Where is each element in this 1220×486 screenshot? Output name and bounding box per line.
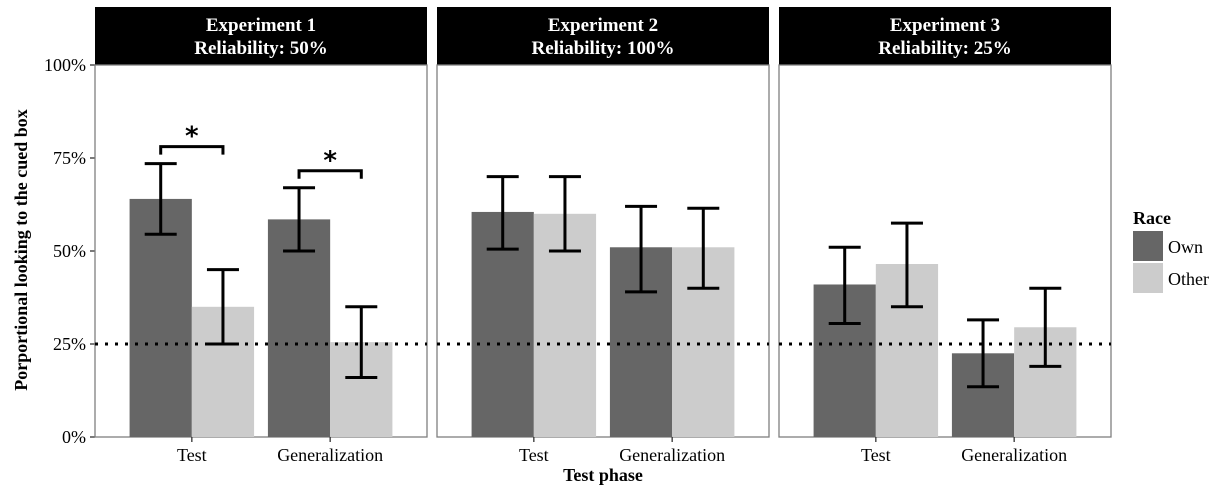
error-bar-own	[486, 175, 519, 251]
error-bar-other	[345, 305, 378, 379]
x-tick-label: Generalization	[619, 445, 725, 465]
panel-strip	[95, 7, 427, 65]
bar-own	[267, 219, 331, 437]
x-tick-label: Generalization	[961, 445, 1067, 465]
legend-swatch-own	[1133, 231, 1163, 261]
legend: Race Own Other	[1133, 208, 1209, 293]
panel-strip	[779, 7, 1111, 65]
panel-title: Experiment 1	[206, 15, 316, 36]
error-bar-own	[144, 162, 177, 236]
bar-own	[129, 198, 192, 437]
x-tick-label: Test	[177, 445, 207, 465]
significance-bracket	[297, 169, 363, 179]
legend-title: Race	[1133, 208, 1171, 228]
y-axis-title: Porportional looking to the cued box	[11, 109, 31, 391]
x-tick-label: Generalization	[277, 445, 383, 465]
significance-star: *	[323, 146, 337, 176]
legend-swatch-other	[1133, 263, 1163, 293]
panel-subtitle: Reliability: 50%	[194, 38, 328, 59]
x-axis-title: Test phase	[563, 465, 643, 485]
error-bar-own	[828, 245, 861, 326]
panel-subtitle: Reliability: 25%	[878, 38, 1012, 59]
y-tick-label: 0%	[62, 427, 86, 447]
panel-subtitle: Reliability: 100%	[531, 38, 674, 59]
x-tick-label: Test	[861, 445, 891, 465]
legend-label-own: Own	[1168, 237, 1203, 257]
y-tick-label: 50%	[53, 241, 86, 261]
error-bar-own	[625, 204, 658, 294]
significance-star: *	[185, 122, 199, 152]
panel-title: Experiment 3	[890, 15, 1000, 36]
panel-strip	[437, 7, 769, 65]
x-tick-label: Test	[519, 445, 549, 465]
legend-label-other: Other	[1168, 269, 1209, 289]
y-tick-label: 100%	[44, 55, 86, 75]
error-bar-own	[283, 186, 316, 253]
error-bar-other	[1029, 286, 1062, 368]
y-axis: 0% 25% 50% 75% 100%	[44, 55, 95, 447]
error-bar-own	[967, 318, 1000, 389]
panel-title: Experiment 2	[548, 15, 658, 36]
significance-bracket	[159, 145, 225, 155]
y-tick-label: 75%	[53, 148, 86, 168]
y-tick-label: 25%	[53, 334, 86, 354]
error-bar-other	[206, 268, 239, 346]
error-bar-other	[687, 206, 720, 290]
error-bar-other	[548, 175, 581, 253]
error-bar-other	[890, 221, 923, 309]
